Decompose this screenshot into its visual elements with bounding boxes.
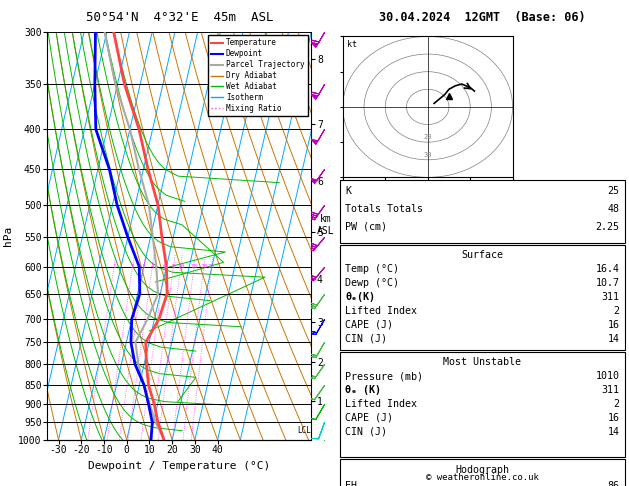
- Text: 25: 25: [208, 264, 215, 269]
- Text: 8: 8: [172, 264, 175, 269]
- Text: 4: 4: [150, 264, 154, 269]
- Text: PW (cm): PW (cm): [345, 222, 387, 232]
- Text: 86: 86: [608, 481, 620, 486]
- Text: Surface: Surface: [462, 250, 503, 260]
- Text: 2.25: 2.25: [596, 222, 620, 232]
- Text: 311: 311: [601, 292, 620, 302]
- Text: θₑ (K): θₑ (K): [345, 385, 381, 395]
- Text: Pressure (mb): Pressure (mb): [345, 371, 423, 381]
- Text: CIN (J): CIN (J): [345, 427, 387, 437]
- Text: 10.7: 10.7: [596, 278, 620, 288]
- Text: 311: 311: [601, 385, 620, 395]
- Text: Dewp (°C): Dewp (°C): [345, 278, 399, 288]
- Legend: Temperature, Dewpoint, Parcel Trajectory, Dry Adiabat, Wet Adiabat, Isotherm, Mi: Temperature, Dewpoint, Parcel Trajectory…: [208, 35, 308, 116]
- Text: 1010: 1010: [596, 371, 620, 381]
- Text: 16.4: 16.4: [596, 264, 620, 274]
- Text: 3: 3: [142, 264, 146, 269]
- X-axis label: Dewpoint / Temperature (°C): Dewpoint / Temperature (°C): [88, 461, 270, 471]
- Text: Lifted Index: Lifted Index: [345, 306, 418, 316]
- Text: LCL: LCL: [298, 426, 311, 434]
- Text: K: K: [345, 186, 352, 196]
- Text: Hodograph: Hodograph: [455, 465, 509, 475]
- Y-axis label: hPa: hPa: [3, 226, 13, 246]
- Text: 16: 16: [608, 413, 620, 423]
- Text: 30: 30: [423, 152, 432, 158]
- Text: 10: 10: [177, 264, 184, 269]
- Text: 50°54'N  4°32'E  45m  ASL: 50°54'N 4°32'E 45m ASL: [86, 11, 273, 23]
- Text: Most Unstable: Most Unstable: [443, 357, 521, 367]
- Text: EH: EH: [345, 481, 357, 486]
- Text: © weatheronline.co.uk: © weatheronline.co.uk: [426, 473, 539, 482]
- Y-axis label: km
ASL: km ASL: [317, 214, 335, 236]
- Text: 25: 25: [608, 186, 620, 196]
- Text: Totals Totals: Totals Totals: [345, 204, 423, 214]
- Text: CIN (J): CIN (J): [345, 334, 387, 344]
- Text: 2: 2: [613, 306, 620, 316]
- Text: 6: 6: [163, 264, 166, 269]
- Text: 20: 20: [200, 264, 208, 269]
- Text: Temp (°C): Temp (°C): [345, 264, 399, 274]
- Text: θₑ(K): θₑ(K): [345, 292, 376, 302]
- Text: CAPE (J): CAPE (J): [345, 320, 393, 330]
- Text: CAPE (J): CAPE (J): [345, 413, 393, 423]
- Text: 48: 48: [608, 204, 620, 214]
- Text: Lifted Index: Lifted Index: [345, 399, 418, 409]
- Text: 1: 1: [112, 264, 116, 269]
- Text: 14: 14: [608, 427, 620, 437]
- Text: kt: kt: [347, 40, 357, 49]
- Text: 16: 16: [608, 320, 620, 330]
- Text: 30.04.2024  12GMT  (Base: 06): 30.04.2024 12GMT (Base: 06): [379, 11, 586, 23]
- Text: 15: 15: [191, 264, 198, 269]
- Text: 14: 14: [608, 334, 620, 344]
- Text: 2: 2: [613, 399, 620, 409]
- Text: 2: 2: [131, 264, 135, 269]
- Text: 20: 20: [423, 135, 432, 140]
